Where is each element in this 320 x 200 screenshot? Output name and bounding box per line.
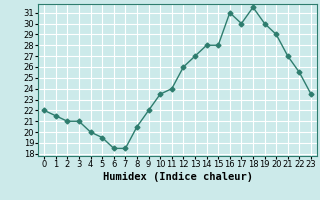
X-axis label: Humidex (Indice chaleur): Humidex (Indice chaleur) <box>103 172 252 182</box>
